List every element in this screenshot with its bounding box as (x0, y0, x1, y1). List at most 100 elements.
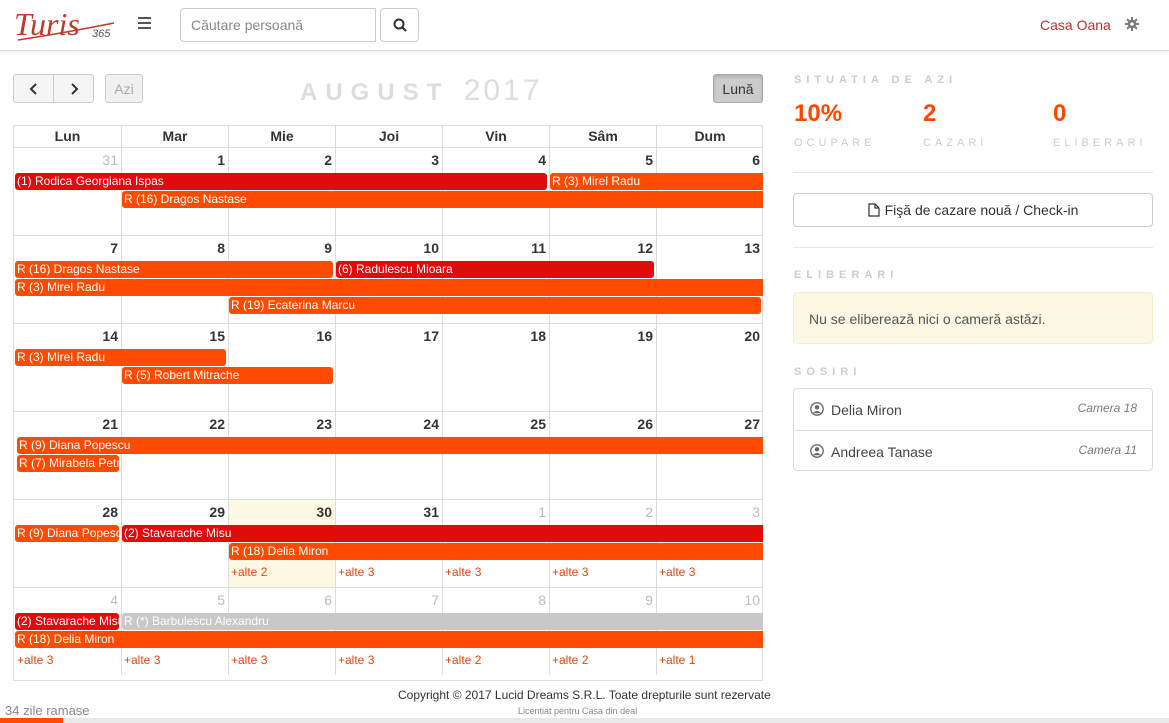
chevron-right-icon (70, 82, 78, 95)
calendar-day[interactable]: 28 (14, 500, 121, 587)
calendar-day[interactable]: 25 (442, 412, 549, 499)
arrival-item[interactable]: Delia Miron Camera 18 (794, 389, 1152, 430)
more-events-link[interactable]: +alte 3 (338, 565, 375, 579)
file-icon (868, 203, 880, 217)
day-number: 26 (637, 416, 653, 432)
reservation-event[interactable]: R (3) Mirel Radu (550, 173, 763, 190)
day-number: 7 (110, 240, 118, 256)
more-events-link[interactable]: +alte 3 (17, 653, 54, 667)
arrival-room: Camera 18 (1077, 401, 1137, 415)
weekday-label: Mar (121, 126, 228, 148)
day-number: 22 (209, 416, 225, 432)
calendar-day[interactable]: 21 (14, 412, 121, 499)
calendar-day[interactable]: 23 (228, 412, 335, 499)
checkins-value: 2 (923, 100, 937, 127)
day-number: 7 (431, 592, 439, 608)
no-releases-alert: Nu se eliberează nici o cameră astăzi. (793, 292, 1153, 344)
more-events-link[interactable]: +alte 1 (659, 653, 696, 667)
more-events-link[interactable]: +alte 3 (124, 653, 161, 667)
calendar-week: 21 22 23 24 25 26 27 R (9) Diana Popescu R (7) M… (14, 412, 763, 500)
menu-icon[interactable] (134, 14, 156, 36)
day-number: 31 (102, 152, 118, 168)
calendar-day[interactable]: 18 (442, 324, 549, 411)
no-releases-message: Nu se eliberează nici o cameră astăzi. (809, 311, 1046, 327)
weekday-header: Lun Mar Mie Joi Vin Sâm Dum (14, 126, 762, 148)
day-number: 5 (217, 592, 225, 608)
reservation-event[interactable]: R (5) Robert Mitrache (122, 367, 333, 384)
calendar-week: 31 1 2 3 4 5 6 (1) Rodica Georgiana Ispas R (3) … (14, 148, 763, 236)
chevron-left-icon (29, 82, 37, 95)
weekday-label: Vin (442, 126, 549, 148)
more-events-link[interactable]: +alte 3 (231, 653, 268, 667)
more-events-link[interactable]: +alte 2 (445, 653, 482, 667)
day-number: 30 (316, 504, 332, 520)
gear-icon[interactable] (1125, 17, 1139, 31)
search-icon (393, 18, 407, 32)
prev-month-button[interactable] (13, 74, 54, 103)
reservation-event[interactable]: R (19) Ecaterina Marcu (229, 297, 761, 314)
next-month-button[interactable] (53, 74, 94, 103)
calendar-day[interactable]: 22 (121, 412, 228, 499)
reservation-event[interactable]: (2) Stavarache Misu (15, 613, 119, 630)
more-events-link[interactable]: +alte 3 (659, 565, 696, 579)
day-number: 6 (752, 152, 760, 168)
reservation-event[interactable]: R (9) Diana Popescu (17, 437, 763, 454)
day-number: 29 (209, 504, 225, 520)
reservation-event[interactable]: (2) Stavarache Misu (122, 525, 763, 542)
reservation-event[interactable]: R (18) Delia Miron (229, 543, 763, 560)
reservation-event[interactable]: (6) Radulescu Mioara (336, 261, 654, 278)
arrival-name: Andreea Tanase (831, 444, 933, 460)
new-checkin-button[interactable]: Fişă de cazare nouă / Check-in (793, 193, 1153, 227)
day-number: 13 (744, 240, 760, 256)
calendar-day[interactable]: 27 (656, 412, 763, 499)
reservation-event[interactable]: R (7) Mirabela Petrescu (17, 455, 119, 472)
more-events-link[interactable]: +alte 3 (338, 653, 375, 667)
day-number: 19 (637, 328, 653, 344)
reservation-event[interactable]: R (3) Mirel Radu (15, 279, 763, 296)
calendar-day[interactable]: 17 (335, 324, 442, 411)
reservation-event[interactable]: R (16) Dragos Nastase (15, 261, 333, 278)
calendar-day[interactable]: 7 (14, 236, 121, 323)
turis365-logo-icon[interactable]: Turis 365 (14, 7, 119, 45)
day-number: 8 (538, 592, 546, 608)
day-number: 31 (423, 504, 439, 520)
arrival-item[interactable]: Andreea Tanase Camera 11 (794, 430, 1152, 471)
user-account-link[interactable]: Casa Oana (1040, 17, 1111, 33)
calendar-day[interactable]: 15 (121, 324, 228, 411)
reservation-event[interactable]: (1) Rodica Georgiana Ispas (15, 173, 547, 190)
day-number: 11 (531, 240, 546, 256)
calendar-day[interactable]: 24 (335, 412, 442, 499)
calendar-day[interactable]: 26 (549, 412, 656, 499)
calendar-day[interactable]: 31 (14, 148, 121, 235)
reservation-event[interactable]: R (3) Mirel Radu (15, 349, 226, 366)
reservation-event[interactable]: R (*) Barbulescu Alexandru (122, 613, 763, 630)
calendar-day[interactable]: 14 (14, 324, 121, 411)
calendar-day[interactable]: 20 (656, 324, 763, 411)
more-events-link[interactable]: +alte 2 (231, 565, 268, 579)
day-number: 23 (316, 416, 332, 432)
today-button[interactable]: Azi (105, 74, 143, 103)
weekday-label: Lun (54, 128, 81, 144)
more-events-link[interactable]: +alte 3 (445, 565, 482, 579)
day-number: 2 (645, 504, 653, 520)
weekday-label: Dum (656, 126, 763, 148)
search-button[interactable] (380, 8, 419, 42)
divider (793, 172, 1153, 173)
calendar-day[interactable]: 1 (121, 148, 228, 235)
calendar-day[interactable]: 4 (14, 588, 121, 675)
search-input[interactable] (180, 8, 376, 42)
month-view-button[interactable]: Lună (713, 74, 763, 103)
calendar-day[interactable]: 29 (121, 500, 228, 587)
calendar-day[interactable]: 19 (549, 324, 656, 411)
more-events-link[interactable]: +alte 3 (552, 565, 589, 579)
day-number: 16 (316, 328, 332, 344)
reservation-event[interactable]: R (18) Delia Miron (15, 631, 763, 648)
reservation-event[interactable]: R (9) Diana Popescu (15, 525, 119, 542)
more-events-link[interactable]: +alte 2 (552, 653, 589, 667)
divider (793, 247, 1153, 248)
top-navbar: Turis 365 Casa Oana (0, 0, 1169, 51)
occupancy-value: 10% (794, 100, 843, 127)
day-number: 21 (102, 416, 118, 432)
reservation-event[interactable]: R (16) Dragos Nastase (122, 191, 763, 208)
day-number: 27 (744, 416, 760, 432)
